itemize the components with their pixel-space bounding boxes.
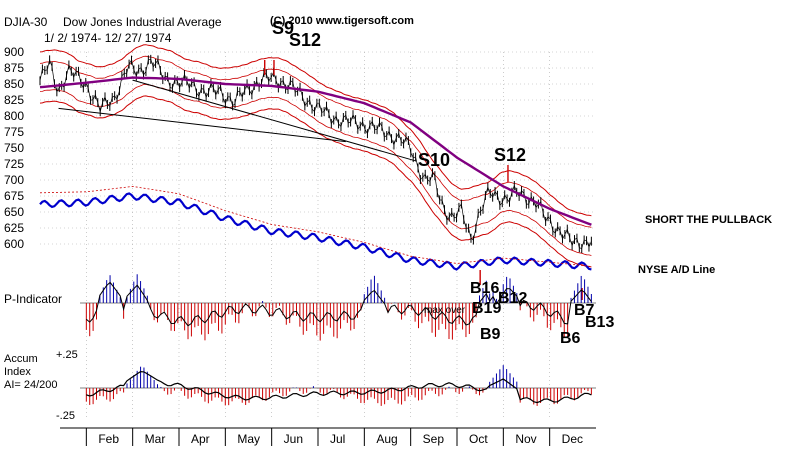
y-tick-850: 850: [4, 77, 24, 91]
y-tick-875: 875: [4, 61, 24, 75]
month-label-jul: Jul: [330, 432, 345, 446]
lower-band: [39, 95, 592, 268]
y-tick-675: 675: [4, 189, 24, 203]
max-over-note: max over: [424, 305, 466, 316]
date-range: 1/ 2/ 1974- 12/ 27/ 1974: [44, 31, 172, 45]
accum-label-3: AI= 24/200: [4, 379, 58, 391]
y-tick-700: 700: [4, 173, 24, 187]
signal-s10: S10: [418, 150, 451, 170]
signal-s12-jun: S12: [289, 30, 322, 50]
copyright: (C) 2010 www.tigersoft.com: [270, 15, 414, 27]
p-indicator-line: [85, 281, 592, 327]
short-pullback-note: SHORT THE PULLBACK: [645, 214, 773, 226]
accum-line: [86, 370, 592, 404]
chart-title: Dow Jones Industrial Average: [63, 15, 222, 29]
y-tick-825: 825: [4, 93, 24, 107]
y-tick-800: 800: [4, 109, 24, 123]
month-label-aug: Aug: [376, 432, 397, 446]
signal-s9: S9: [272, 18, 295, 38]
moving-average-line: [39, 76, 592, 226]
accum-label-1: Accum: [4, 353, 38, 365]
y-tick-725: 725: [4, 157, 24, 171]
month-label-feb: Feb: [98, 432, 119, 446]
inner-lower-band: [39, 83, 592, 256]
y-tick-650: 650: [4, 205, 24, 219]
y-tick-775: 775: [4, 125, 24, 139]
signal-b6: B6: [560, 330, 581, 347]
downtrend-line-1: [132, 79, 416, 162]
upper-band: [39, 44, 592, 217]
nyse-ad-label: NYSE A/D Line: [638, 264, 716, 276]
signal-b16: B16: [470, 280, 500, 297]
month-label-sep: Sep: [423, 432, 445, 446]
y-tick-600: 600: [4, 237, 24, 251]
downtrend-line-0: [58, 107, 346, 143]
y-tick-900: 900: [4, 45, 24, 59]
accum-upper-label: +.25: [56, 349, 78, 361]
month-label-mar: Mar: [145, 432, 166, 446]
y-tick-625: 625: [4, 221, 24, 235]
signal-b19: B19: [472, 300, 502, 317]
month-label-oct: Oct: [469, 432, 488, 446]
price-line: [39, 58, 592, 250]
month-label-jun: Jun: [284, 432, 303, 446]
signal-b9: B9: [480, 326, 501, 343]
month-label-apr: Apr: [191, 432, 210, 446]
signal-b13: B13: [585, 314, 615, 331]
signal-s12-oct: S12: [494, 145, 527, 165]
accum-lower-label: -.25: [56, 410, 75, 422]
signal-b7: B7: [574, 302, 595, 319]
p-indicator-label: P-Indicator: [4, 292, 63, 306]
y-tick-750: 750: [4, 141, 24, 155]
month-label-nov: Nov: [515, 432, 536, 446]
accum-label-2: Index: [4, 366, 31, 378]
ad-line: [39, 192, 592, 271]
month-label-may: May: [237, 432, 260, 446]
signal-b12: B12: [498, 290, 528, 307]
chart-ticker: DJIA-30: [4, 15, 48, 29]
month-label-dec: Dec: [562, 432, 583, 446]
